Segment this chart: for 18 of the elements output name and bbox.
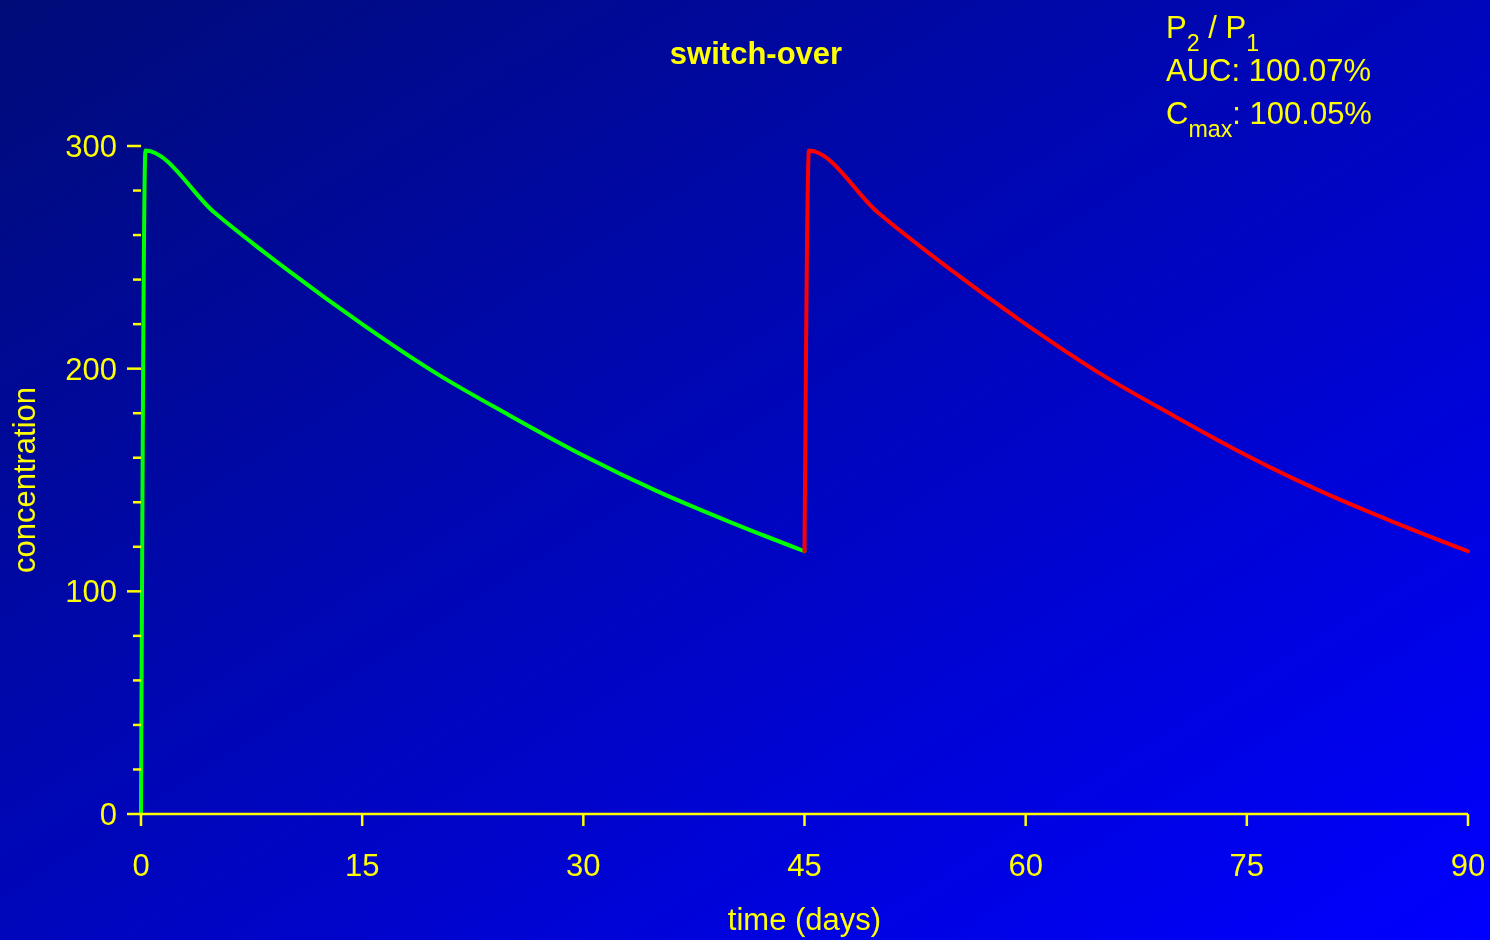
y-tick-label: 300 [65, 129, 117, 164]
x-tick-label: 45 [787, 848, 822, 883]
x-axis-title: time (days) [727, 902, 882, 937]
x-tick-label: 90 [1450, 848, 1486, 883]
text: P$_{2}$ / P$_{1}$ [1166, 10, 1260, 56]
line-series [802, 148, 1470, 554]
y-tick-label: 100 [65, 574, 117, 610]
x-tick-label: 75 [1229, 848, 1265, 883]
y-tick-label: 200 [65, 351, 117, 387]
x-tick-label: 0 [132, 848, 150, 883]
y-tick-label: 0 [99, 797, 117, 832]
y-axis-title: concentration [7, 386, 42, 574]
chart-title: switch-over [669, 36, 843, 71]
x-tick-label: 60 [1008, 848, 1043, 883]
text: AUC: 100.07% [1166, 53, 1372, 88]
x-tick-label: 30 [566, 848, 601, 883]
x-tick-label: 15 [344, 848, 380, 883]
text: C$_{max}$: 100.05% [1166, 96, 1372, 142]
